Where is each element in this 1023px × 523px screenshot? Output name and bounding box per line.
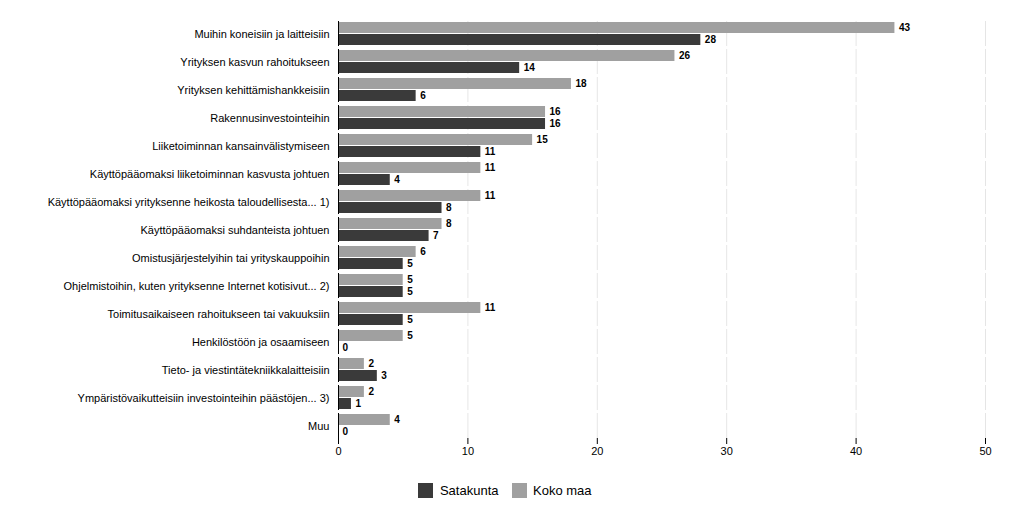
svg-text:0: 0 (335, 445, 341, 457)
svg-text:18: 18 (575, 78, 587, 89)
svg-text:Yrityksen kasvun rahoitukseen: Yrityksen kasvun rahoitukseen (180, 56, 329, 68)
svg-text:Käyttöpääomaksi yrityksenne he: Käyttöpääomaksi yrityksenne heikosta tal… (48, 196, 330, 208)
svg-text:0: 0 (343, 342, 349, 353)
svg-text:30: 30 (721, 445, 733, 457)
svg-text:11: 11 (485, 146, 496, 157)
svg-text:Ohjelmistoihin, kuten yritykse: Ohjelmistoihin, kuten yrityksenne Intern… (64, 280, 330, 292)
svg-text:11: 11 (485, 302, 496, 313)
svg-text:50: 50 (979, 445, 991, 457)
svg-text:6: 6 (420, 90, 426, 101)
svg-text:Ympäristövaikutteisiin investo: Ympäristövaikutteisiin investointeihin p… (78, 392, 330, 404)
svg-text:6: 6 (420, 246, 426, 257)
svg-text:2: 2 (368, 358, 374, 369)
svg-text:43: 43 (899, 22, 911, 33)
html-text:Satakunta: Satakunta (440, 483, 499, 498)
svg-text:15: 15 (537, 134, 549, 145)
svg-text:5: 5 (407, 286, 413, 297)
svg-text:2: 2 (368, 386, 374, 397)
svg-text:Liiketoiminnan kansainvälistym: Liiketoiminnan kansainvälistymiseen (152, 140, 329, 152)
svg-text:26: 26 (679, 50, 691, 61)
svg-text:20: 20 (591, 445, 603, 457)
svg-text:4: 4 (394, 174, 400, 185)
svg-text:8: 8 (446, 218, 452, 229)
svg-text:5: 5 (407, 330, 413, 341)
svg-text:Toimitusaikaiseen rahoitukseen: Toimitusaikaiseen rahoitukseen tai vakuu… (108, 308, 330, 320)
svg-text:Muu: Muu (308, 420, 329, 432)
svg-text:40: 40 (850, 445, 862, 457)
svg-text:4: 4 (394, 414, 400, 425)
svg-text:Henkilöstöön ja osaamiseen: Henkilöstöön ja osaamiseen (192, 336, 330, 348)
svg-text:14: 14 (524, 62, 536, 73)
svg-text:16: 16 (550, 106, 562, 117)
svg-text:16: 16 (550, 118, 562, 129)
svg-text:7: 7 (433, 230, 439, 241)
html-text:Koko maa: Koko maa (533, 483, 592, 498)
svg-text:11: 11 (485, 190, 496, 201)
svg-text:28: 28 (705, 34, 717, 45)
svg-text:8: 8 (446, 202, 452, 213)
svg-text:5: 5 (407, 258, 413, 269)
svg-text:0: 0 (343, 426, 349, 437)
svg-text:Omistusjärjestelyihin tai yrit: Omistusjärjestelyihin tai yrityskauppoih… (132, 252, 329, 264)
svg-text:3: 3 (381, 370, 387, 381)
svg-text:1: 1 (355, 398, 361, 409)
svg-text:11: 11 (485, 162, 496, 173)
svg-text:5: 5 (407, 314, 413, 325)
svg-text:Rakennusinvestointeihin: Rakennusinvestointeihin (210, 112, 329, 124)
svg-text:Käyttöpääomaksi liiketoiminnan: Käyttöpääomaksi liiketoiminnan kasvusta … (90, 168, 330, 180)
svg-text:Muihin koneisiin ja laitteisii: Muihin koneisiin ja laitteisiin (194, 28, 329, 40)
svg-text:Käyttöpääomaksi suhdanteista j: Käyttöpääomaksi suhdanteista johtuen (141, 224, 330, 236)
svg-text:5: 5 (407, 274, 413, 285)
svg-text:Tieto- ja viestintätekniikkala: Tieto- ja viestintätekniikkalaitteisiin (162, 364, 330, 376)
svg-text:10: 10 (462, 445, 474, 457)
svg-text:Yrityksen kehittämishankkeisii: Yrityksen kehittämishankkeisiin (177, 84, 329, 96)
